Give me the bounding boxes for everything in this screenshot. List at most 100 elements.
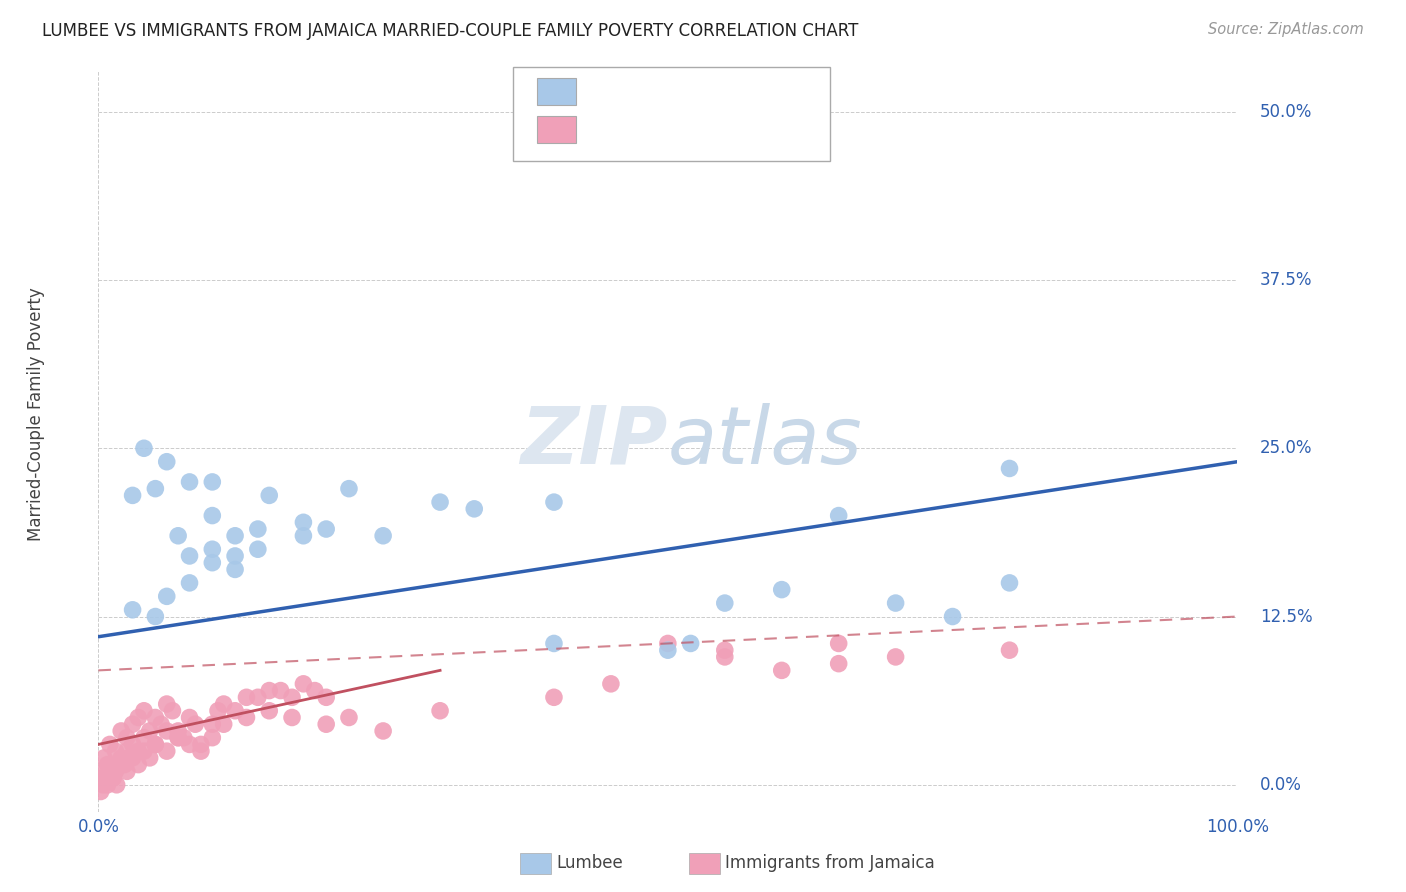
Point (127, 710, 149, 724)
Point (281, 710, 304, 724)
Point (105, 778, 128, 792)
Point (115, 744, 138, 758)
Point (156, 590, 179, 604)
Point (770, 582, 793, 597)
Point (150, 717, 173, 731)
Point (543, 495, 565, 509)
Point (156, 455, 179, 469)
Text: Immigrants from Jamaica: Immigrants from Jamaica (725, 855, 935, 872)
Point (162, 704, 184, 718)
Point (98, 764, 121, 779)
Point (429, 495, 451, 509)
Point (93, 751, 115, 765)
Point (259, 683, 281, 698)
Point (121, 738, 143, 752)
Point (998, 575, 1021, 590)
Point (259, 704, 281, 718)
Point (179, 738, 201, 752)
Point (315, 522, 337, 536)
Point (371, 529, 394, 543)
Point (259, 488, 281, 502)
Point (121, 603, 143, 617)
Point (828, 636, 851, 650)
Point (167, 731, 190, 745)
Point (998, 643, 1021, 657)
Point (120, 751, 142, 765)
Point (101, 771, 124, 785)
Point (600, 677, 623, 691)
Text: Source: ZipAtlas.com: Source: ZipAtlas.com (1208, 22, 1364, 37)
Point (828, 657, 851, 671)
Point (246, 522, 269, 536)
Text: atlas: atlas (668, 402, 863, 481)
Point (104, 744, 127, 758)
Point (884, 596, 907, 610)
Point (337, 482, 360, 496)
Point (190, 738, 212, 752)
Point (714, 596, 737, 610)
Point (108, 757, 131, 772)
Point (304, 683, 326, 698)
Point (145, 738, 167, 752)
Point (167, 731, 190, 745)
Point (543, 690, 565, 705)
Text: R =  0.084   N = 84: R = 0.084 N = 84 (593, 120, 755, 138)
Point (91, 778, 114, 792)
Point (270, 683, 292, 698)
Point (224, 529, 246, 543)
Point (115, 764, 138, 779)
Point (110, 723, 132, 738)
Text: Married-Couple Family Poverty: Married-Couple Family Poverty (27, 288, 45, 541)
Point (184, 717, 207, 731)
Text: 100.0%: 100.0% (1206, 819, 1268, 837)
Point (96, 757, 118, 772)
Point (110, 751, 132, 765)
Point (114, 757, 136, 772)
Text: 25.0%: 25.0% (1260, 439, 1313, 458)
Point (235, 690, 257, 705)
Point (224, 704, 246, 718)
Point (201, 556, 224, 570)
Point (942, 609, 965, 624)
Point (657, 636, 679, 650)
Text: R =  0.339   N = 39: R = 0.339 N = 39 (593, 83, 756, 101)
Point (246, 542, 269, 557)
Point (138, 751, 160, 765)
Point (121, 488, 143, 502)
Text: 37.5%: 37.5% (1260, 271, 1313, 289)
Point (224, 562, 246, 576)
Point (190, 744, 212, 758)
Point (463, 501, 485, 516)
Point (173, 731, 195, 745)
Point (110, 757, 132, 772)
Point (884, 649, 907, 664)
Point (998, 461, 1021, 475)
Point (132, 744, 155, 758)
Point (224, 549, 246, 563)
Point (132, 442, 155, 456)
Point (127, 744, 149, 758)
Point (179, 575, 201, 590)
Text: 12.5%: 12.5% (1260, 607, 1313, 625)
Point (179, 475, 201, 489)
Text: 0.0%: 0.0% (1260, 776, 1302, 794)
Point (138, 723, 160, 738)
Point (167, 529, 190, 543)
Point (429, 704, 451, 718)
Point (315, 717, 337, 731)
Point (145, 609, 167, 624)
Point (201, 508, 224, 523)
Point (212, 697, 235, 711)
Point (235, 710, 257, 724)
Point (145, 738, 167, 752)
Point (179, 710, 201, 724)
Point (90, 784, 112, 798)
Text: LUMBEE VS IMMIGRANTS FROM JAMAICA MARRIED-COUPLE FAMILY POVERTY CORRELATION CHAR: LUMBEE VS IMMIGRANTS FROM JAMAICA MARRIE… (42, 22, 859, 40)
Point (207, 704, 229, 718)
Point (121, 751, 143, 765)
Point (292, 516, 315, 530)
Point (104, 764, 127, 779)
Point (201, 731, 224, 745)
Point (115, 731, 138, 745)
Point (121, 717, 143, 731)
